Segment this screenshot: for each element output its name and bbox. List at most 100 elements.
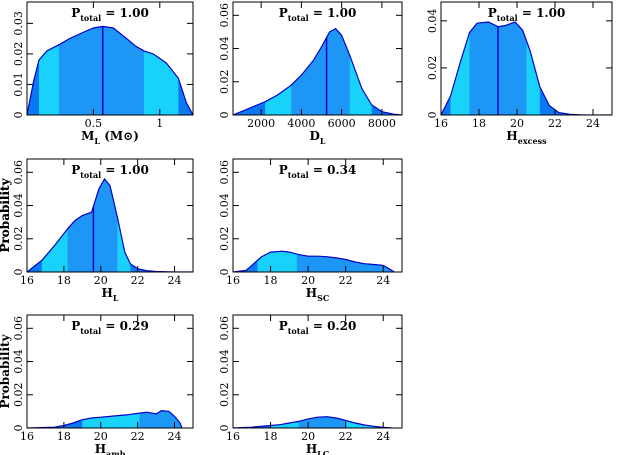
y-tick-label: 0.02 [12,42,25,66]
x-tick-label: 18 [57,430,71,443]
plot-frame [232,314,403,429]
x-axis-label-main: H [306,286,317,300]
y-tick-label: 0.04 [218,349,231,374]
panel-DL: 2000 4000 6000 8000 0 0.02 0.04 0.06 DL Ptotal = … [218,1,403,146]
p-total-label-main: P [71,6,80,20]
density-fill-1sigma [298,416,346,428]
y-tick-label: 0.04 [12,193,25,218]
x-tick-label: 20 [510,117,524,130]
y-tick-label: 0.02 [426,56,439,81]
plot-area [27,25,193,115]
p-total-label-sub: total [80,326,101,336]
y-tick-label: 0.02 [218,70,231,95]
x-tick-label: 18 [264,274,278,287]
x-axis-label-sub: L [320,136,326,146]
y-tick-label: 0.04 [426,9,439,34]
y-tick-label: 0 [12,112,25,119]
x-tick-label: 16 [434,117,448,130]
p-total-label-suffix: = 0.34 [309,163,357,177]
y-axis-label: Probability [0,177,12,252]
x-tick-label: 22 [339,430,353,443]
p-total-label: Ptotal = 0.20 [279,319,357,336]
x-tick-label: 22 [131,430,145,443]
p-total-label-sub: total [497,13,518,23]
y-tick-label: 0 [218,112,231,119]
y-tick-label: 0 [12,425,25,432]
x-axis-label-main: H [102,286,113,300]
x-tick-label: 1 [156,117,163,130]
p-total-label-suffix: = 1.00 [101,6,149,20]
y-tick-label: 0.06 [12,160,25,185]
p-total-label-sub: total [288,13,309,23]
plot-area [233,416,393,428]
y-tick-label: 0.02 [218,383,231,408]
density-fill-1sigma [58,26,144,115]
plot-area [27,409,183,428]
y-tick-label: 0 [426,112,439,119]
x-axis-label-main: M [81,129,94,143]
y-tick-label: 0.02 [12,227,25,252]
plot-area [233,27,402,115]
p-total-label-main: P [279,319,288,333]
y-tick-label: 0.04 [12,349,25,374]
p-total-label: Ptotal = 0.29 [71,319,149,336]
x-tick-label: 24 [168,274,182,287]
x-tick-label: 18 [57,274,71,287]
y-tick-label: 0 [218,425,231,432]
x-axis-label: ML (M⊙) [81,129,139,146]
density-fill-1sigma [67,178,118,272]
y-tick-label: 0.03 [12,11,25,36]
p-total-label: Ptotal = 1.00 [279,6,357,23]
y-tick-label: 0.06 [218,3,231,28]
x-axis-label-main: H [306,442,317,455]
x-axis-label: HL [102,286,119,303]
x-tick-label: 18 [472,117,486,130]
p-total-label: Ptotal = 1.00 [488,6,566,23]
density-curve [27,177,193,272]
p-total-label-sub: total [80,13,101,23]
x-axis-label-sub: L [94,136,100,146]
plot-frame [26,158,194,273]
x-tick-label: 24 [586,117,600,130]
p-total-label: Ptotal = 1.00 [71,163,149,180]
density-curve [27,25,193,115]
x-axis-label: HLC [306,442,329,455]
p-total-label: Ptotal = 1.00 [71,6,149,23]
plot-frame [26,1,194,116]
density-fill-1sigma [296,254,395,272]
x-tick-label: 24 [168,430,182,443]
x-axis-label: Hamb [95,442,126,455]
x-tick-label: 18 [264,430,278,443]
x-axis-label-main: H [95,442,106,455]
panel-Hamb: 16 18 20 22 24 0 0.02 0.04 0.06 Hamb Ptotal = 0.29… [0,314,194,455]
x-axis-label-sub: excess [518,136,547,146]
y-tick-label: 0.04 [218,193,231,218]
density-curve [233,416,393,428]
p-total-label-main: P [488,6,497,20]
p-total-label-sub: total [288,326,309,336]
p-total-label-main: P [71,319,80,333]
plot-frame [26,314,194,429]
x-tick-label: 0.5 [85,117,103,130]
plot-area [441,21,612,115]
x-axis-label-sub: amb [106,449,126,455]
x-axis-label-suffix: (M⊙) [100,129,139,143]
x-tick-label: 16 [20,274,34,287]
p-total-label-main: P [71,163,80,177]
p-total-label-suffix: = 0.20 [309,319,357,333]
p-total-label: Ptotal = 0.34 [279,163,357,180]
x-tick-label: 24 [376,430,390,443]
panel-ML: 0.5 1 0 0.01 0.02 0.03 ML (M⊙) Ptotal = 1.00 [12,1,194,146]
y-tick-label: 0.06 [218,160,231,185]
y-tick-label: 0 [12,269,25,276]
x-tick-label: 2000 [247,117,275,130]
x-axis-label: HSC [306,286,330,303]
panel-HLC: 16 18 20 22 24 0 0.02 0.04 0.06 HLC Ptotal = 0.20 [218,314,403,455]
p-total-label-sub: total [80,170,101,180]
x-tick-label: 20 [301,430,315,443]
plot-area [233,250,395,272]
density-fill-1sigma [139,410,182,428]
x-tick-label: 16 [226,274,240,287]
p-total-label-suffix: = 1.00 [101,163,149,177]
y-tick-label: 0.01 [12,72,25,97]
